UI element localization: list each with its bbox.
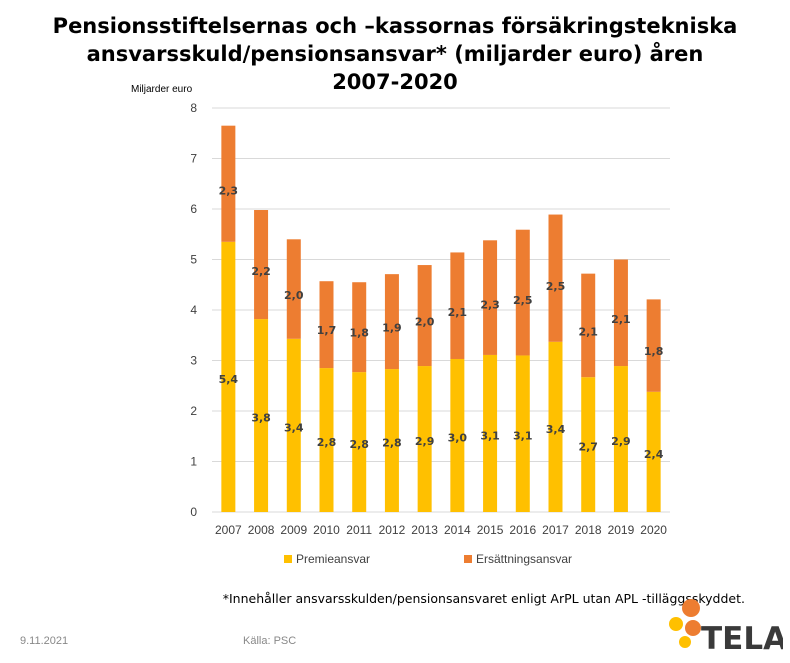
legend-ersattningsansvar-swatch [464, 555, 472, 563]
logo-text: TELA [701, 621, 783, 657]
data-label-ersattningsansvar-2020: 1,8 [644, 345, 664, 358]
bar-ersattningsansvar-2008 [254, 210, 269, 320]
legend-premieansvar-label: Premieansvar [296, 552, 370, 566]
footnote: *Innehåller ansvarsskulden/pensionsansva… [222, 591, 745, 606]
x-tick-label-2015: 2015 [477, 523, 504, 537]
chart-title-line-3: 2007-2020 [332, 70, 458, 94]
y-tick-label: 2 [190, 404, 197, 418]
bar-ersattningsansvar-2018 [581, 273, 596, 378]
bar-ersattningsansvar-2019 [613, 259, 628, 367]
x-tick-label-2020: 2020 [640, 523, 667, 537]
chart-title: Pensionsstiftelsernas och –kassornas för… [0, 12, 790, 96]
data-label-premieansvar-2016: 3,1 [513, 430, 533, 443]
bar-premieansvar-2010 [319, 368, 334, 512]
data-label-ersattningsansvar-2017: 2,5 [546, 280, 566, 293]
bar-ersattningsansvar-2010 [319, 281, 334, 369]
bar-ersattningsansvar-2009 [286, 239, 301, 339]
data-label-premieansvar-2011: 2,8 [349, 438, 369, 451]
date-label: 9.11.2021 [20, 635, 69, 647]
data-label-premieansvar-2014: 3,0 [448, 431, 468, 444]
source-label: Källa: PSC [243, 635, 297, 647]
logo-dot-mid [685, 620, 701, 636]
bar-ersattningsansvar-2007 [221, 125, 236, 242]
legend-premieansvar-swatch [284, 555, 292, 563]
data-label-ersattningsansvar-2010: 1,7 [317, 324, 337, 337]
data-label-premieansvar-2015: 3,1 [480, 429, 500, 442]
x-tick-label-2018: 2018 [575, 523, 602, 537]
bar-premieansvar-2008 [254, 319, 269, 512]
data-label-premieansvar-2018: 2,7 [578, 441, 598, 454]
y-tick-label: 3 [190, 354, 197, 368]
chart-title-line-1: Pensionsstiftelsernas och –kassornas för… [52, 14, 738, 38]
data-label-ersattningsansvar-2013: 2,0 [415, 316, 435, 329]
chart-title-line-2: ansvarsskuld/pensionsansvar* (miljarder … [86, 42, 704, 66]
x-tick-label-2019: 2019 [608, 523, 635, 537]
bar-premieansvar-2007 [221, 241, 236, 512]
data-label-ersattningsansvar-2014: 2,1 [448, 306, 468, 319]
logo-dot-left [669, 617, 683, 631]
data-label-ersattningsansvar-2009: 2,0 [284, 289, 304, 302]
data-label-ersattningsansvar-2015: 2,3 [480, 299, 500, 312]
y-tick-label: 7 [190, 152, 197, 166]
bar-premieansvar-2015 [483, 354, 498, 512]
data-label-premieansvar-2019: 2,9 [611, 435, 631, 448]
bar-ersattningsansvar-2011 [352, 282, 367, 373]
stacked-bar-chart: 0 1 2 3 4 5 6 7 8 Miljarder euro 5,4 2,3 2007 3,8 2,2 2… [131, 84, 670, 566]
bar-premieansvar-2009 [286, 338, 301, 512]
bar-premieansvar-2013 [417, 366, 432, 512]
x-tick-label-2013: 2013 [411, 523, 438, 537]
data-label-ersattningsansvar-2019: 2,1 [611, 313, 631, 326]
x-tick-label-2017: 2017 [542, 523, 569, 537]
x-tick-label-2009: 2009 [280, 523, 307, 537]
bar-ersattningsansvar-2016 [515, 229, 530, 356]
logo-dot-bottom [679, 636, 691, 648]
y-tick-label: 6 [190, 202, 197, 216]
bar-premieansvar-2016 [515, 355, 530, 512]
x-tick-label-2007: 2007 [215, 523, 242, 537]
y-tick-label: 1 [190, 455, 197, 469]
bar-ersattningsansvar-2020 [646, 299, 661, 392]
x-tick-label-2014: 2014 [444, 523, 471, 537]
data-label-premieansvar-2007: 5,4 [219, 373, 239, 386]
y-tick-label: 8 [190, 101, 197, 115]
data-label-premieansvar-2017: 3,4 [546, 423, 566, 436]
data-label-ersattningsansvar-2011: 1,8 [349, 327, 369, 340]
bar-premieansvar-2018 [581, 377, 596, 512]
data-label-ersattningsansvar-2007: 2,3 [219, 185, 239, 198]
x-tick-label-2008: 2008 [248, 523, 275, 537]
x-tick-label-2012: 2012 [379, 523, 406, 537]
bar-premieansvar-2012 [384, 369, 399, 512]
x-tick-label-2016: 2016 [509, 523, 536, 537]
x-tick-label-2010: 2010 [313, 523, 340, 537]
data-label-ersattningsansvar-2018: 2,1 [578, 326, 598, 339]
bar-premieansvar-2014 [450, 358, 465, 512]
data-label-ersattningsansvar-2012: 1,9 [382, 321, 402, 334]
data-label-premieansvar-2020: 2,4 [644, 448, 664, 461]
y-axis-label: Miljarder euro [131, 84, 193, 95]
y-tick-label: 5 [190, 253, 197, 267]
bar-premieansvar-2019 [613, 366, 628, 512]
logo-dot-top [682, 599, 700, 617]
data-label-premieansvar-2008: 3,8 [251, 412, 271, 425]
x-tick-label-2011: 2011 [346, 523, 372, 537]
data-label-ersattningsansvar-2008: 2,2 [251, 265, 271, 278]
y-tick-label: 0 [190, 505, 197, 519]
bar-ersattningsansvar-2012 [384, 274, 399, 370]
data-label-ersattningsansvar-2016: 2,5 [513, 294, 533, 307]
y-tick-label: 4 [190, 303, 197, 317]
bar-premieansvar-2017 [548, 341, 563, 512]
bar-ersattningsansvar-2015 [483, 240, 498, 355]
tela-logo-icon: TELA [669, 599, 783, 657]
data-label-premieansvar-2012: 2,8 [382, 437, 402, 450]
bar-ersattningsansvar-2013 [417, 265, 432, 367]
data-label-premieansvar-2010: 2,8 [317, 436, 337, 449]
bar-ersattningsansvar-2014 [450, 252, 465, 359]
legend-ersattningsansvar-label: Ersättningsansvar [476, 552, 572, 566]
data-label-premieansvar-2009: 3,4 [284, 421, 304, 434]
bar-premieansvar-2020 [646, 391, 661, 512]
data-label-premieansvar-2013: 2,9 [415, 435, 435, 448]
bar-premieansvar-2011 [352, 372, 367, 512]
bar-ersattningsansvar-2017 [548, 214, 563, 342]
